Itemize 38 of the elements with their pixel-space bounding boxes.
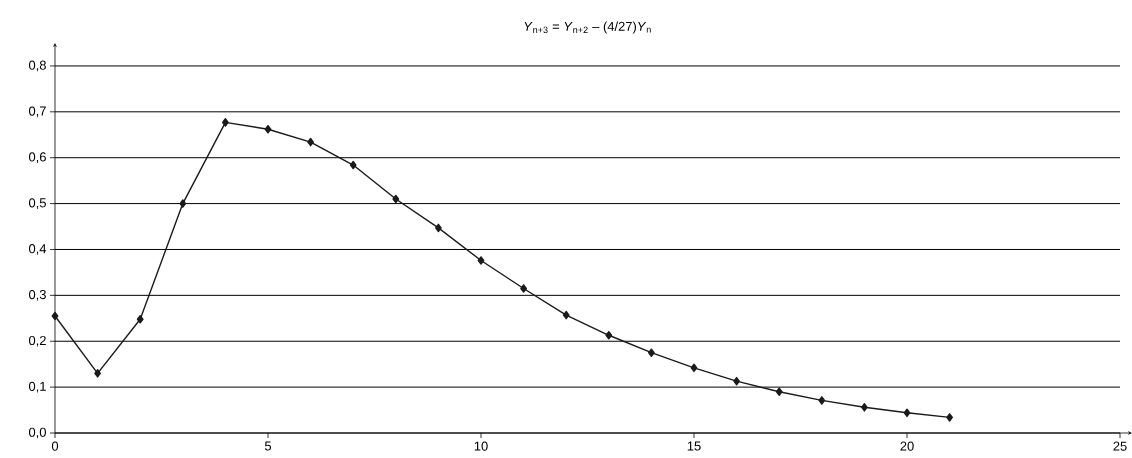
point <box>179 199 187 208</box>
y-tick-label: 0,8 <box>28 60 46 72</box>
point <box>861 403 868 412</box>
x-tick-label: 5 <box>264 441 272 451</box>
point <box>520 284 527 293</box>
y-tick-label: 0,3 <box>28 290 46 301</box>
y-tick-label: 0,2 <box>28 335 46 347</box>
x-tick-label: 20 <box>900 441 914 451</box>
y-tick-label: 0,1 <box>28 381 46 393</box>
point <box>690 363 698 373</box>
point <box>648 348 655 357</box>
y-tick-label: 0,0 <box>28 427 46 439</box>
point <box>307 137 314 147</box>
point <box>94 369 101 378</box>
point <box>477 256 485 265</box>
point <box>392 194 400 204</box>
point <box>903 408 911 418</box>
x-tick-label: 15 <box>687 441 701 451</box>
point <box>775 387 783 396</box>
point <box>562 310 570 320</box>
x-tick-label: 25 <box>1113 441 1127 451</box>
y-tick-label: 0,5 <box>28 198 46 209</box>
x-tick-label: 10 <box>474 441 488 451</box>
point <box>222 118 229 127</box>
y-tick-label: 0,6 <box>28 152 46 164</box>
point <box>733 376 740 386</box>
point <box>435 223 442 233</box>
point <box>946 413 953 422</box>
point <box>264 124 272 134</box>
point <box>818 396 826 405</box>
chart-title: Y$_{n+3}$ = Y$_{n+2}$ – (4/27)Y$_{n}$ <box>524 21 651 34</box>
x-tick-label: 0 <box>51 441 59 451</box>
point <box>51 311 59 321</box>
y-tick-label: 0,7 <box>28 106 46 118</box>
y-tick-label: 0,4 <box>28 244 47 255</box>
point <box>136 314 144 324</box>
point <box>605 330 613 340</box>
point <box>349 160 357 170</box>
